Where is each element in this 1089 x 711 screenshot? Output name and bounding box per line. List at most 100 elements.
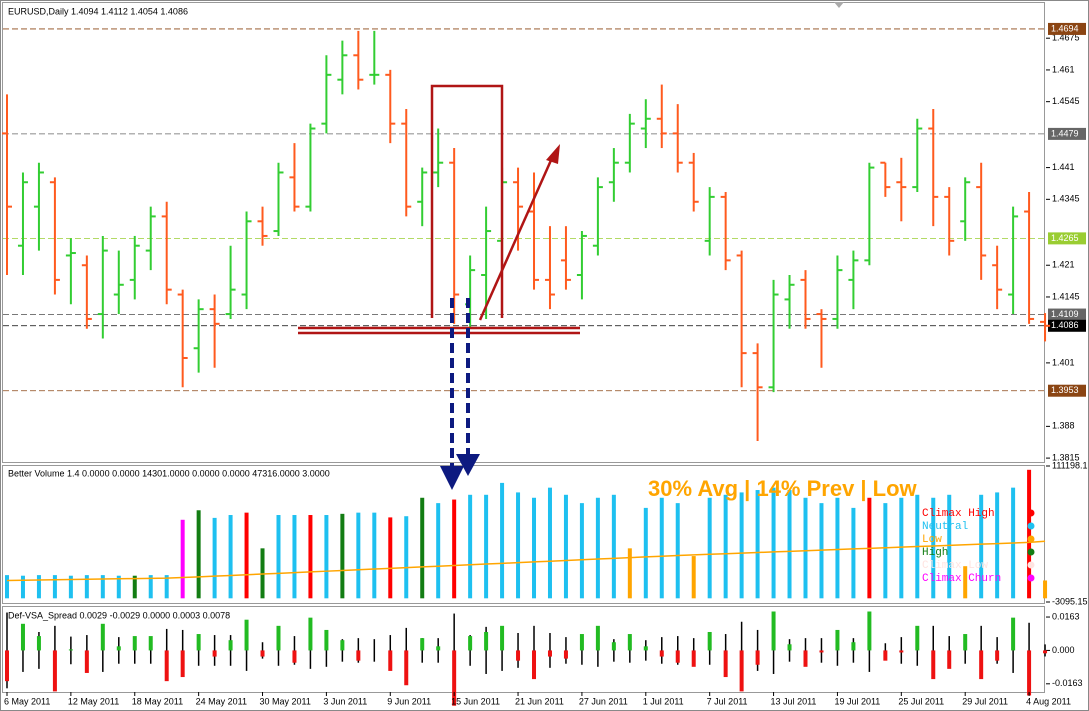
volume-bar [883, 503, 888, 599]
trend-arrow [478, 157, 554, 321]
average-line [6, 540, 1046, 582]
legend-dot [1027, 535, 1035, 543]
volume-subtitle: 30% Avg | 14% Prev | Low [648, 476, 918, 501]
spread-bar [563, 650, 568, 659]
spread-bar [739, 650, 744, 692]
spread-bar [963, 634, 968, 651]
x-tick-label: 12 May 2011 [68, 696, 119, 706]
y-tick-label: -3095.15 [1052, 596, 1088, 606]
level-label: 1.4479 [1051, 128, 1079, 138]
spread-bar [835, 629, 840, 651]
legend-label: High [922, 547, 948, 559]
x-tick-label: 24 May 2011 [196, 696, 247, 706]
spread-bar [308, 617, 313, 651]
volume-title: Better Volume 1.4 0.0000 0.0000 14301.00… [8, 468, 330, 478]
spread-bar [244, 619, 249, 651]
x-tick-label: 29 Jul 2011 [962, 696, 1008, 706]
legend-label: Climax High [922, 508, 995, 520]
y-tick-label: 1.388 [1052, 421, 1075, 431]
spread-bar [771, 611, 776, 651]
x-tick-label: 4 Aug 2011 [1026, 696, 1071, 706]
volume-bar [739, 492, 744, 599]
spread-bar [404, 650, 409, 686]
spread-bar [595, 625, 600, 651]
x-tick-label: 18 May 2011 [132, 696, 183, 706]
volume-bar [643, 507, 648, 599]
spread-bar [659, 650, 664, 657]
x-tick-label: 3 Jun 2011 [323, 696, 367, 706]
y-tick-label: 111198.1 [1052, 460, 1088, 470]
volume-bar [356, 512, 361, 599]
spread-bar [420, 638, 425, 651]
volume-bar [68, 575, 73, 599]
volume-bar [228, 515, 233, 599]
volume-bar [755, 490, 760, 599]
spread-bar [691, 650, 696, 667]
level-label-bg [1048, 384, 1086, 397]
spread-bar [979, 650, 984, 680]
volume-bar [484, 494, 489, 599]
price-title: EURUSD,Daily 1.4094 1.4112 1.4054 1.4086 [8, 6, 188, 16]
x-tick-label: 19 Jul 2011 [834, 696, 880, 706]
spread-bar [707, 631, 712, 651]
x-tick-label: 30 May 2011 [260, 696, 311, 706]
y-tick-label: 1.441 [1052, 162, 1075, 172]
spread-bar [36, 636, 41, 651]
y-tick-label: -0.0163 [1052, 678, 1083, 688]
spread-bar [931, 650, 936, 680]
spread-bar [436, 646, 441, 651]
spread-bar [532, 650, 537, 680]
x-tick-label: 27 Jun 2011 [579, 696, 628, 706]
volume-bar [707, 497, 712, 599]
legend-label: Neutral [922, 521, 968, 533]
volume-bar [468, 494, 473, 599]
spread-bar [1027, 650, 1032, 696]
volume-bar [563, 494, 568, 599]
spread-bar [484, 631, 489, 651]
spread-bar [675, 650, 680, 663]
level-label-bg [1048, 22, 1086, 35]
y-tick-label: 1.421 [1052, 260, 1075, 270]
y-tick-label: 1.4345 [1052, 194, 1080, 204]
volume-bar [100, 575, 105, 599]
spread-bar [611, 642, 616, 651]
level-label: 1.4086 [1051, 320, 1079, 330]
volume-bar [436, 503, 441, 599]
spread-bar [260, 650, 265, 657]
volume-bar [36, 575, 41, 599]
legend-label: Low [922, 534, 942, 546]
volume-bar [803, 497, 808, 599]
volume-bar [931, 497, 936, 599]
volume-bar [723, 494, 728, 599]
volume-bar [52, 575, 57, 599]
x-tick-label: 7 Jul 2011 [707, 696, 748, 706]
volume-bar [164, 575, 169, 599]
volume-bar [404, 516, 409, 599]
box-annotation [430, 84, 504, 318]
y-tick-label: 1.3815 [1052, 452, 1080, 462]
volume-bar [547, 487, 552, 599]
y-tick-label: 1.4145 [1052, 291, 1080, 301]
legend-dot [1027, 509, 1035, 517]
volume-bar [771, 487, 776, 599]
volume-bar [500, 482, 505, 599]
spread-bar [500, 625, 505, 651]
volume-bar [84, 575, 89, 599]
price-panel [2, 2, 1045, 463]
spread-bar [516, 650, 521, 661]
volume-bar [452, 499, 457, 599]
legend-dot [1027, 548, 1035, 556]
layer: 1.4675 1.461 1.4545 1.441 1.4345 1.421 1.4145 1… [2, 22, 1088, 706]
volume-bar [611, 494, 616, 599]
spread-bar [292, 650, 297, 663]
spread-bar [867, 611, 872, 651]
y-tick-label: 0.0163 [1052, 611, 1080, 621]
volume-bar [659, 497, 664, 599]
spread-bar [755, 650, 760, 665]
spread-bar [723, 650, 728, 678]
trend-arrowhead [546, 144, 560, 164]
volume-bar [595, 497, 600, 599]
volume-bar [1043, 580, 1048, 599]
spread-bar [324, 629, 329, 651]
